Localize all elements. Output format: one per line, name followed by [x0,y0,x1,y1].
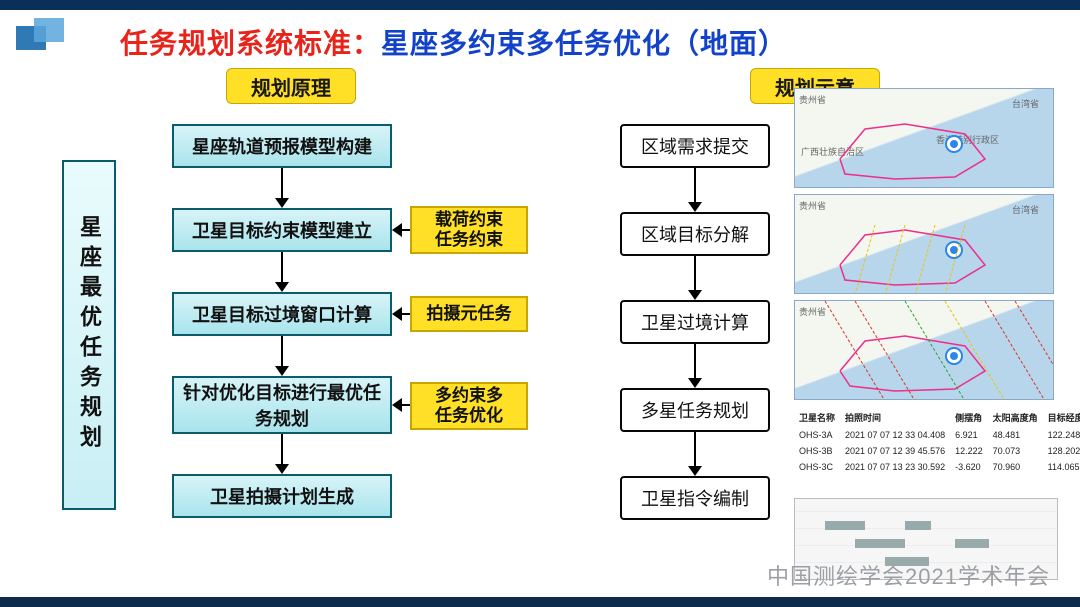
sat-tracks [795,301,1054,400]
table-cell: 122.24899 [1043,427,1080,443]
table-row: OHS-3C2021 07 07 13 23 30.592-3.62070.96… [794,459,1080,475]
table-cell: 114.06555 [1043,459,1080,475]
table-row: OHS-3A2021 07 07 12 33 04.4086.92148.481… [794,427,1080,443]
region-grid [835,225,995,294]
map-label: 贵州省 [799,93,826,106]
node-window-calc: 卫星目标过境窗口计算 [172,292,392,336]
section-header-left: 规划原理 [226,68,356,104]
table-cell: 2021 07 07 13 23 30.592 [840,459,950,475]
vertical-label: 星座最优任务规划 [62,160,116,510]
slide-title: 任务规划系统标准：星座多约束多任务优化（地面） [120,22,1080,62]
arrow-v [687,344,703,388]
map-panel-2: 贵州省 台湾省 [794,194,1054,294]
table-header: 拍照时间 [840,408,950,427]
node-orbit-model: 星座轨道预报模型构建 [172,124,392,168]
node-cmd-compile: 卫星指令编制 [620,476,770,520]
table-cell: 48.481 [988,427,1043,443]
table-header: 太阳高度角 [988,408,1043,427]
arrow-h [392,223,410,237]
map-label: 台湾省 [1012,97,1039,110]
title-main: 星座多约束多任务优化（地面） [381,28,787,59]
table-row: OHS-3B2021 07 07 12 39 45.57612.22270.07… [794,443,1080,459]
node-multi-opt: 多约束多 任务优化 [410,382,528,430]
node-optimal-plan: 针对优化目标进行最优任务规划 [172,376,392,434]
map-label: 贵州省 [799,199,826,212]
arrow-v [687,432,703,476]
node-area-decomp: 区域目标分解 [620,212,770,256]
table-cell: -3.620 [950,459,988,475]
arrow-v [274,252,290,292]
node-capture-task: 拍摄元任务 [410,296,528,332]
node-plan-gen: 卫星拍摄计划生成 [172,474,392,518]
satellite-table: 卫星名称拍照时间侧摆角太阳高度角目标经度目标纬度 OHS-3A2021 07 0… [794,408,1080,475]
map-panel-1: 贵州省 台湾省 广西壮族自治区 香港特别行政区 [794,88,1054,188]
arrow-h [392,398,410,412]
map-label: 台湾省 [1012,203,1039,216]
table-header: 目标经度 [1043,408,1080,427]
arrow-v [687,168,703,212]
arrow-h [392,307,410,321]
table-cell: 128.20296 [1043,443,1080,459]
table-cell: OHS-3B [794,443,840,459]
corner-decoration [16,18,70,58]
node-area-submit: 区域需求提交 [620,124,770,168]
node-constraint-model: 卫星目标约束模型建立 [172,208,392,252]
table-cell: OHS-3A [794,427,840,443]
node-payload-constraint: 载荷约束 任务约束 [410,206,528,254]
title-prefix: 任务规划系统标准： [120,28,381,59]
table-cell: 6.921 [950,427,988,443]
watermark-text: 中国测绘学会2021学术年会 [767,559,1050,591]
table-cell: OHS-3C [794,459,840,475]
table-cell: 2021 07 07 12 33 04.408 [840,427,950,443]
node-multisat-plan: 多星任务规划 [620,388,770,432]
node-pass-calc: 卫星过境计算 [620,300,770,344]
content-area: 规划原理 规划示意 星座最优任务规划 星座轨道预报模型构建 卫星目标约束模型建立… [0,68,1080,588]
table-cell: 70.960 [988,459,1043,475]
table-cell: 70.073 [988,443,1043,459]
map-panel-3: 贵州省 [794,300,1054,400]
table-header: 卫星名称 [794,408,840,427]
arrow-v [687,256,703,300]
arrow-v [274,168,290,208]
region-outline [835,119,995,188]
arrow-v [274,336,290,376]
table-header: 侧摆角 [950,408,988,427]
table-cell: 12.222 [950,443,988,459]
table-cell: 2021 07 07 12 39 45.576 [840,443,950,459]
arrow-v [274,434,290,474]
